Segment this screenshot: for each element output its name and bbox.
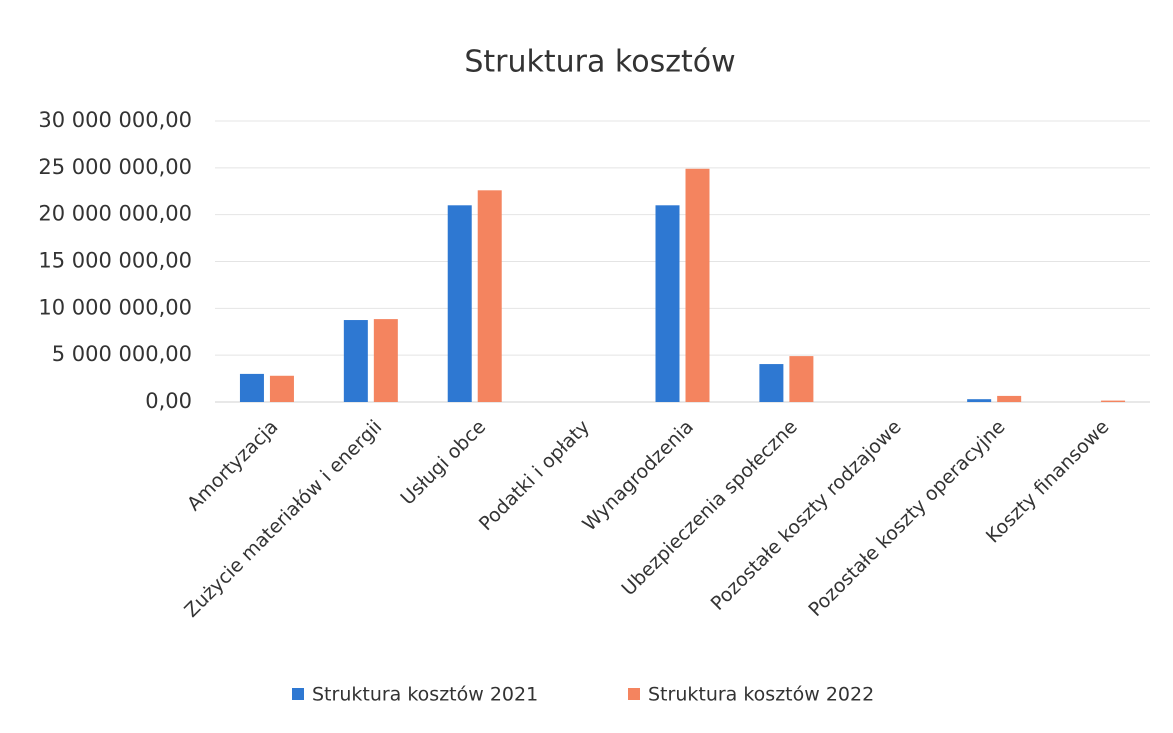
bar [1101, 400, 1126, 402]
bar [343, 320, 368, 402]
x-tick-label: Ubezpieczenia społeczne [618, 416, 802, 600]
y-tick-label: 0,00 [145, 389, 192, 413]
chart-title: Struktura kosztów [464, 45, 735, 80]
bar [967, 399, 992, 402]
bar [269, 375, 294, 402]
x-tick-label: Usługi obce [396, 416, 490, 510]
x-tick-label: Zużycie materiałów i energii [180, 416, 386, 622]
bar [373, 319, 398, 402]
y-tick-label: 15 000 000,00 [38, 249, 192, 273]
bar [685, 168, 710, 402]
x-tick-label: Podatki i opłaty [475, 416, 594, 535]
bar [997, 395, 1022, 402]
y-tick-label: 5 000 000,00 [52, 342, 192, 366]
y-tick-label: 10 000 000,00 [38, 295, 192, 319]
legend-swatch [628, 688, 640, 700]
legend-swatch [292, 688, 304, 700]
legend-label: Struktura kosztów 2022 [648, 684, 874, 706]
y-tick-label: 30 000 000,00 [38, 108, 192, 132]
x-tick-label: Pozostałe koszty rodzajowe [707, 416, 906, 615]
x-tick-label: Pozostałe koszty operacyjne [804, 416, 1009, 621]
y-tick-label: 20 000 000,00 [38, 202, 192, 226]
bar [447, 205, 472, 402]
bar [655, 205, 680, 402]
bar [759, 364, 784, 402]
bar [477, 190, 502, 402]
bar [789, 356, 814, 402]
legend-label: Struktura kosztów 2021 [312, 684, 538, 706]
x-tick-label: Wynagrodzenia [578, 416, 698, 536]
bar [239, 373, 264, 402]
y-tick-label: 25 000 000,00 [38, 155, 192, 179]
x-tick-label: Amortyzacja [183, 416, 282, 515]
